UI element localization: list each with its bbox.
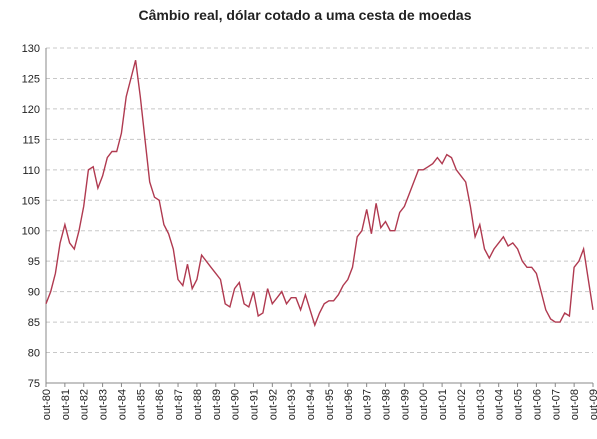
x-tick-label: out-85 xyxy=(135,389,147,420)
x-tick-label: out-03 xyxy=(475,389,487,420)
y-tick-label: 105 xyxy=(22,195,40,207)
x-tick-label: out-96 xyxy=(343,389,355,420)
x-tick-label: out-07 xyxy=(550,389,562,420)
x-tick-label: out-95 xyxy=(324,389,336,420)
x-tick-label: out-90 xyxy=(230,389,242,420)
x-tick-label: out-01 xyxy=(437,389,449,420)
x-tick-label: out-91 xyxy=(248,389,260,420)
y-tick-label: 85 xyxy=(28,317,40,329)
x-tick-label: out-92 xyxy=(267,389,279,420)
y-tick-label: 110 xyxy=(22,165,40,177)
data-line xyxy=(45,60,594,328)
y-tick-label: 120 xyxy=(22,104,40,116)
x-tick-label: out-97 xyxy=(362,389,374,420)
y-tick-label: 125 xyxy=(22,73,40,85)
x-tick-label: out-93 xyxy=(286,389,298,420)
y-tick-label: 90 xyxy=(28,287,40,299)
x-tick-label: out-98 xyxy=(381,389,393,420)
y-tick-label: 130 xyxy=(22,43,40,55)
x-tick-label: out-88 xyxy=(192,389,204,420)
x-tick-label: out-00 xyxy=(418,389,430,420)
x-tick-label: out-82 xyxy=(79,389,91,420)
x-tick-label: out-81 xyxy=(60,389,72,420)
x-tick-label: out-05 xyxy=(513,389,525,420)
x-tick-label: out-02 xyxy=(456,389,468,420)
x-tick-label: out-06 xyxy=(531,389,543,420)
y-tick-label: 115 xyxy=(22,134,40,146)
x-tick-label: out-89 xyxy=(211,389,223,420)
chart-title: Câmbio real, dólar cotado a uma cesta de… xyxy=(139,7,472,23)
x-tick-label: out-09 xyxy=(588,389,597,420)
x-tick-label: out-08 xyxy=(569,389,581,420)
x-tick-label: out-87 xyxy=(173,389,185,420)
y-tick-label: 80 xyxy=(28,348,40,360)
y-tick-label: 95 xyxy=(28,256,40,268)
x-tick-label: out-83 xyxy=(98,389,110,420)
y-tick-label: 75 xyxy=(28,378,40,390)
x-tick-label: out-04 xyxy=(494,389,506,420)
y-tick-label: 100 xyxy=(22,226,40,238)
x-tick-label: out-99 xyxy=(399,389,411,420)
x-tick-label: out-84 xyxy=(116,389,128,420)
x-tick-label: out-80 xyxy=(41,389,53,420)
x-tick-label: out-86 xyxy=(154,389,166,420)
x-tick-label: out-94 xyxy=(305,389,317,420)
